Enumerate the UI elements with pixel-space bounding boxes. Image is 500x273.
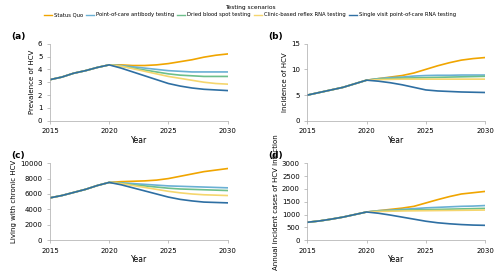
Y-axis label: Annual incident cases of HCV infection: Annual incident cases of HCV infection [273,134,279,269]
Y-axis label: Incidence of HCV: Incidence of HCV [282,52,288,112]
Y-axis label: Prevalence of HCV: Prevalence of HCV [29,50,35,114]
X-axis label: Year: Year [388,255,404,264]
Y-axis label: Living with chronic HCV: Living with chronic HCV [11,160,17,243]
X-axis label: Year: Year [388,136,404,145]
Text: (c): (c) [11,151,24,160]
Text: (a): (a) [11,32,26,41]
Legend: Status Quo, Point-of-care antibody testing, Dried blood spot testing, Clinic-bas: Status Quo, Point-of-care antibody testi… [42,3,459,19]
X-axis label: Year: Year [130,136,147,145]
X-axis label: Year: Year [130,255,147,264]
Text: (b): (b) [268,32,283,41]
Text: (d): (d) [268,151,283,160]
